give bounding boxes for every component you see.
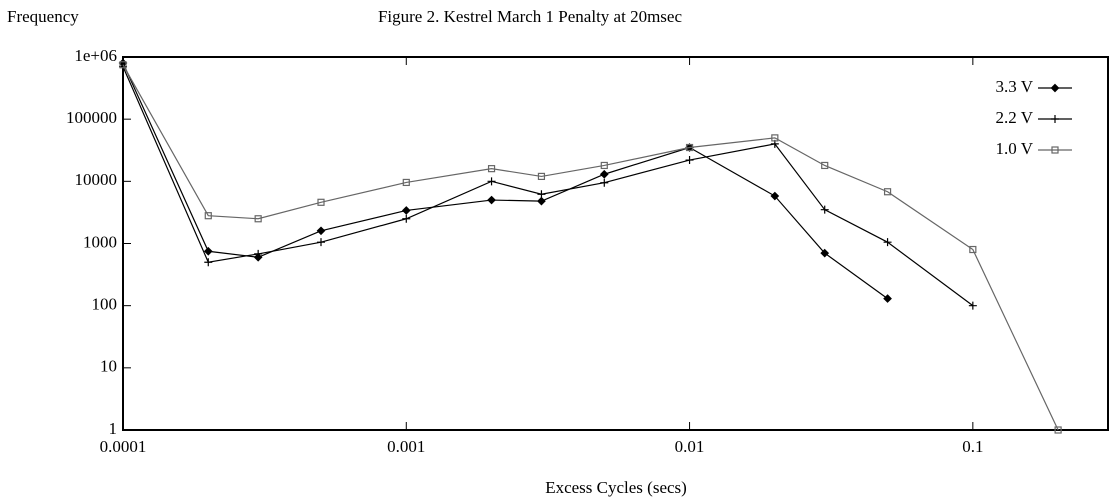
data-point [204, 212, 212, 220]
x-tick-label: 0.01 [675, 437, 705, 456]
data-point [487, 177, 496, 186]
y-tick-label: 1 [109, 419, 118, 438]
data-point [402, 214, 411, 223]
data-point [883, 188, 892, 196]
y-tick-label: 10 [100, 357, 117, 376]
data-point [968, 301, 977, 310]
y-tick-label: 100000 [66, 108, 117, 127]
data-point [254, 249, 263, 258]
data-point [487, 195, 496, 205]
data-point [203, 246, 213, 256]
legend-marker [1051, 146, 1059, 154]
data-point [600, 161, 608, 170]
y-tick-label: 1000 [83, 232, 117, 251]
data-point [204, 258, 213, 267]
series-line [122, 66, 974, 307]
legend-label: 1.0 V [996, 139, 1034, 158]
data-point [685, 143, 694, 152]
data-point [254, 215, 262, 223]
x-axis-label: Excess Cycles (secs) [545, 478, 687, 497]
legend-marker [1050, 83, 1060, 93]
chart-title: Figure 2. Kestrel March 1 Penalty at 20m… [378, 7, 682, 26]
data-point [883, 238, 892, 247]
legend-label: 2.2 V [996, 108, 1034, 127]
data-point [821, 161, 829, 170]
x-tick-label: 0.001 [387, 437, 425, 456]
data-point [317, 198, 325, 206]
data-point [771, 134, 779, 142]
data-point [317, 238, 326, 247]
data-point [316, 226, 326, 236]
data-point [685, 156, 694, 165]
y-tick-label: 10000 [75, 170, 118, 189]
data-point [537, 172, 546, 181]
data-point [600, 178, 609, 187]
data-point [883, 294, 892, 303]
y-axis-label: Frequency [7, 7, 79, 26]
data-point [487, 165, 496, 173]
legend-marker [1051, 115, 1059, 123]
data-point [537, 196, 546, 206]
data-point [537, 190, 546, 199]
data-point [599, 169, 609, 179]
y-tick-label: 1e+06 [74, 46, 117, 65]
data-point [820, 205, 829, 214]
x-tick-label: 0.0001 [100, 437, 147, 456]
x-tick-label: 0.1 [962, 437, 983, 456]
data-point [119, 61, 127, 69]
series-line [122, 64, 1059, 431]
series-line [122, 62, 888, 300]
data-point [820, 248, 830, 258]
data-point [402, 178, 410, 187]
data-point [969, 245, 977, 254]
legend-label: 3.3 V [996, 77, 1034, 96]
data-point [770, 191, 780, 201]
data-point [1054, 426, 1062, 434]
data-point [401, 206, 411, 215]
plot-frame [122, 56, 1109, 431]
y-tick-label: 100 [92, 295, 118, 314]
